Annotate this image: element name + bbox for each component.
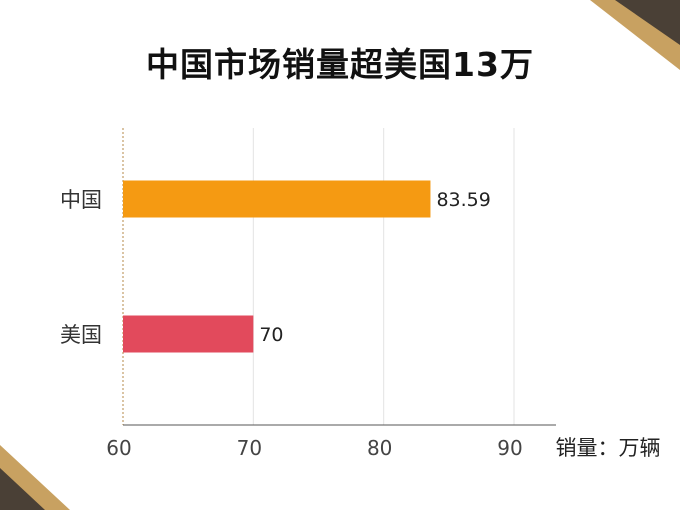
bar-value-label: 70: [259, 324, 283, 346]
corner-decoration-bottom-left-dark: [0, 468, 45, 510]
bars: [123, 180, 431, 353]
bar-value-label: 83.59: [436, 189, 490, 211]
gridlines: [122, 128, 556, 426]
category-label: 美国: [60, 323, 102, 347]
corner-decoration-top-right-dark: [615, 0, 680, 45]
x-tick-label: 60: [106, 436, 131, 460]
labels: 60 70 80 90 销量：万辆 83.59 中国 70 美国: [60, 188, 661, 460]
bar: [123, 180, 431, 218]
category-label: 中国: [60, 188, 102, 212]
x-tick-label: 70: [237, 436, 262, 460]
x-axis-label: 销量：万辆: [556, 436, 661, 460]
x-tick-label: 80: [367, 436, 392, 460]
bar: [123, 315, 254, 353]
chart-title: 中国市场销量超美国13万: [146, 45, 534, 84]
x-tick-label: 90: [497, 436, 522, 460]
